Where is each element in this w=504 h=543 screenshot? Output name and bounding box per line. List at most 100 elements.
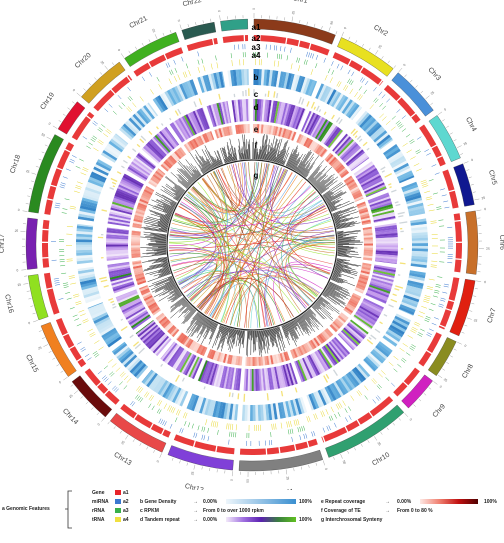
tandem-repeat-cell xyxy=(340,330,359,347)
tandem-repeat-cell xyxy=(253,99,256,122)
repeat-coverage-cell xyxy=(175,149,184,159)
mirna-tick xyxy=(53,278,59,280)
te-coverage-bar xyxy=(314,303,333,321)
tandem-repeat-cell xyxy=(375,255,398,260)
te-coverage-bar xyxy=(151,199,174,210)
tandem-repeat-cell xyxy=(120,299,142,311)
tandem-repeat-cell xyxy=(106,256,129,261)
repeat-coverage-cell xyxy=(239,124,243,134)
te-coverage-bar xyxy=(177,174,190,186)
rrna-tick xyxy=(118,105,123,110)
tandem-repeat-cell xyxy=(128,164,149,179)
inner-track-circle xyxy=(166,159,338,331)
gene-segment xyxy=(162,429,171,438)
te-coverage-bar xyxy=(241,330,243,338)
legend-synteny-label: g Interchrosomal Synteny xyxy=(321,517,383,523)
gene-density-cell xyxy=(88,176,105,186)
rrna-tick xyxy=(435,286,441,288)
rpkm-bar xyxy=(233,93,236,98)
te-coverage-bar xyxy=(335,264,356,271)
repeat-coverage-cell xyxy=(186,339,194,349)
repeat-coverage-cell xyxy=(177,148,185,157)
repeat-coverage-cell xyxy=(133,266,143,271)
tandem-repeat-cell xyxy=(214,103,222,126)
tick-label: 25 xyxy=(486,247,490,251)
trna-tick xyxy=(407,335,414,339)
mirna-tick xyxy=(328,425,331,431)
tandem-repeat-cell xyxy=(138,323,157,339)
mirna-tick xyxy=(426,334,432,337)
rrna-tick xyxy=(276,53,279,59)
repeat-coverage-cell xyxy=(325,154,334,163)
te-coverage-bar xyxy=(239,330,243,354)
mirna-tick xyxy=(427,332,432,335)
trna-tick xyxy=(78,309,85,313)
gene-segment xyxy=(323,426,348,442)
gene-density-cell xyxy=(390,322,407,333)
tandem-repeat-cell xyxy=(227,367,233,390)
repeat-coverage-cell xyxy=(363,257,373,261)
gene-density-cell xyxy=(78,213,95,219)
tandem-repeat-cell xyxy=(347,322,367,338)
tandem-repeat-cell xyxy=(295,108,306,130)
gene-density-cell xyxy=(411,248,428,252)
te-coverage-bar xyxy=(309,308,317,317)
te-coverage-bar xyxy=(328,201,340,207)
repeat-coverage-cell xyxy=(270,125,275,135)
trna-tick xyxy=(82,167,89,171)
trna-tick xyxy=(357,94,362,100)
synteny-link xyxy=(201,178,330,275)
te-coverage-bar xyxy=(169,279,174,282)
rpkm-bar xyxy=(231,392,234,398)
te-coverage-bar xyxy=(337,251,350,253)
te-coverage-bar xyxy=(218,326,226,349)
repeat-coverage-cell xyxy=(204,133,210,143)
te-coverage-bar xyxy=(255,148,257,160)
gene-density-cell xyxy=(108,140,124,153)
gene-density-cell xyxy=(246,69,249,86)
te-coverage-bar xyxy=(274,327,277,334)
repeat-coverage-cell xyxy=(354,288,364,294)
mirna-tick xyxy=(113,387,118,392)
rrna-tick xyxy=(174,67,178,73)
tandem-repeat-cell xyxy=(164,127,179,147)
mirna-tick xyxy=(291,436,293,442)
tandem-repeat-cell xyxy=(109,271,132,278)
te-coverage-bar xyxy=(230,328,233,338)
te-coverage-bar xyxy=(143,264,169,272)
trna-tick xyxy=(298,65,301,72)
repeat-coverage-cell xyxy=(131,255,141,259)
repeat-coverage-cell xyxy=(297,346,304,356)
tandem-repeat-cell xyxy=(198,108,209,130)
gene-density-cell xyxy=(285,72,293,90)
te-coverage-bar xyxy=(274,157,277,163)
gene-density-cell xyxy=(341,376,353,391)
tick-mark xyxy=(308,464,310,468)
gene-density-cell xyxy=(388,326,404,338)
gene-density-cell xyxy=(368,124,382,138)
tandem-repeat-cell xyxy=(124,305,145,319)
gene-segment xyxy=(86,111,95,119)
gene-density-cell xyxy=(347,104,360,119)
rrna-tick xyxy=(397,363,402,368)
trna-tick xyxy=(216,421,219,428)
tandem-repeat-cell xyxy=(215,365,223,387)
tandem-repeat-cell xyxy=(106,244,129,247)
te-coverage-bar xyxy=(325,195,334,201)
tandem-repeat-cell xyxy=(338,140,356,158)
te-coverage-bar xyxy=(160,199,176,207)
te-coverage-bar xyxy=(204,149,215,168)
tandem-repeat-cell xyxy=(278,102,286,125)
rrna-tick xyxy=(348,406,352,411)
te-coverage-bar xyxy=(172,290,180,296)
tick-label: 25 xyxy=(377,441,382,446)
gene-density-cell xyxy=(398,308,414,316)
te-coverage-bar xyxy=(275,327,280,339)
rpkm-bar xyxy=(108,297,114,301)
te-coverage-bar xyxy=(165,176,185,192)
te-coverage-bar xyxy=(291,321,297,331)
te-coverage-bar xyxy=(184,306,192,314)
legend-te-cov-range: From 0 to 80 % xyxy=(397,508,433,514)
te-coverage-bar xyxy=(309,171,319,182)
tick-label: 0 xyxy=(471,158,474,162)
